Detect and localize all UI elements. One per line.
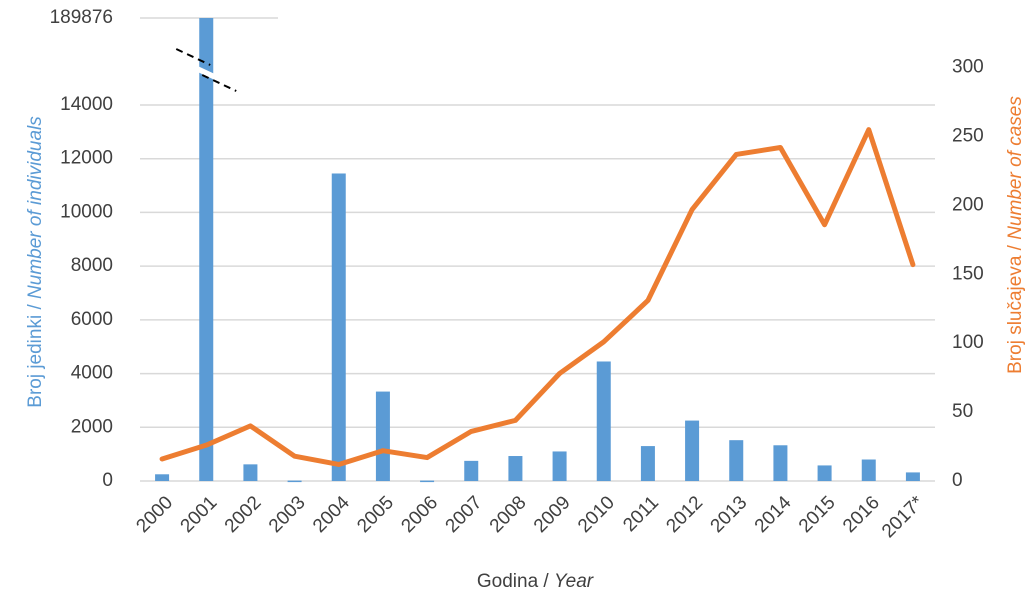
y2-tick-label: 0 — [952, 470, 963, 491]
y-axis-label: Broj jedinki / Number of individuals — [25, 116, 46, 408]
y-label-italic: Number of individuals — [25, 116, 46, 299]
x-tick-label: 2014 — [751, 492, 796, 537]
x-tick-label: 2008 — [486, 492, 531, 537]
x-tick-label: 2003 — [265, 492, 310, 537]
bar — [685, 420, 700, 481]
bar — [331, 173, 346, 481]
y-tick-label: 2000 — [71, 416, 113, 437]
y-tick-label: 12000 — [60, 148, 113, 169]
y-tick-label: 10000 — [60, 201, 113, 222]
bar — [464, 460, 479, 481]
y-tick-label: 0 — [102, 470, 113, 491]
x-tick-label: 2013 — [707, 492, 752, 537]
bar — [596, 361, 611, 481]
bar — [817, 465, 832, 481]
x-label-italic: Year — [554, 571, 594, 592]
axis-break-gap — [176, 56, 237, 90]
y-label-plain: Broj jedinki / — [25, 299, 46, 408]
bar — [243, 464, 258, 481]
y-tick-label: 189876 — [50, 7, 113, 28]
bar — [420, 480, 435, 483]
y2-tick-label: 300 — [952, 57, 984, 78]
bar — [729, 440, 744, 481]
y-tick-label: 8000 — [71, 255, 113, 276]
y2-tick-label: 50 — [952, 401, 973, 422]
x-tick-label: 2002 — [221, 492, 266, 537]
x-tick-label: 2006 — [397, 492, 442, 537]
y-tick-label: 6000 — [71, 309, 113, 330]
x-tick-label: 2007 — [442, 492, 487, 537]
y2-tick-label: 200 — [952, 194, 984, 215]
x-tick-label: 2016 — [839, 492, 884, 537]
y2-tick-label: 250 — [952, 126, 984, 147]
y-tick-label: 4000 — [71, 363, 113, 384]
y2-label-plain: Broj slučajeva / — [1005, 240, 1026, 374]
x-tick-label: 2010 — [574, 492, 619, 537]
bar — [155, 474, 170, 481]
bar — [508, 456, 523, 481]
bar — [640, 446, 655, 481]
line — [159, 127, 916, 467]
x-tick-label: 2000 — [132, 492, 177, 537]
bar — [199, 18, 214, 481]
y2-axis-label: Broj slučajeva / Number of cases — [1005, 96, 1026, 374]
bar — [861, 459, 876, 481]
bar — [552, 451, 567, 481]
x-tick-label: 2017* — [878, 492, 928, 542]
y2-tick-label: 150 — [952, 263, 984, 284]
bar — [773, 445, 788, 481]
x-tick-label: 2004 — [309, 492, 354, 537]
y-tick-label: 14000 — [60, 94, 113, 115]
x-label-plain: Godina / — [477, 571, 554, 592]
x-tick-label: 2015 — [795, 492, 840, 537]
bar — [287, 480, 302, 483]
y2-tick-label: 100 — [952, 332, 984, 353]
x-tick-label: 2009 — [530, 492, 575, 537]
y2-label-italic: Number of cases — [1005, 96, 1026, 240]
bar — [375, 391, 390, 481]
axis-break-mark — [201, 74, 237, 92]
axis-break-mark — [175, 48, 211, 66]
x-tick-label: 2012 — [662, 492, 707, 537]
x-tick-label: 2005 — [353, 492, 398, 537]
x-tick-label: 2001 — [177, 492, 222, 537]
x-tick-label: 2011 — [619, 492, 663, 536]
bar — [905, 472, 920, 481]
x-axis-label: Godina / Year — [477, 571, 594, 592]
